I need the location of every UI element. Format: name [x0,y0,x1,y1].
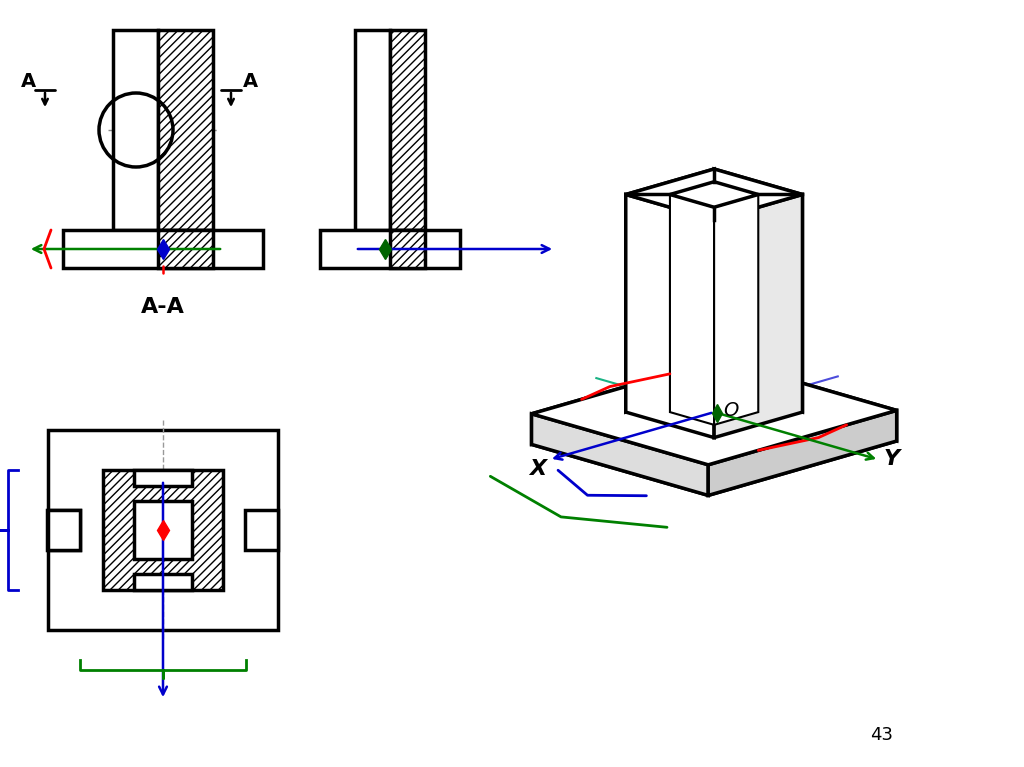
Polygon shape [626,195,714,438]
Polygon shape [626,169,803,220]
Polygon shape [531,390,897,495]
Bar [158,230,213,268]
Bar [113,30,158,230]
Text: X: X [529,459,547,479]
Bar [390,230,425,268]
Text: A-A: A-A [141,297,185,317]
Bar [319,230,460,268]
Text: Y: Y [884,449,900,469]
Bar [134,470,193,486]
Text: A: A [22,72,36,91]
Polygon shape [714,195,759,425]
Text: O: O [723,401,738,420]
Polygon shape [531,360,897,465]
Text: A: A [243,72,258,91]
Polygon shape [670,182,759,207]
Polygon shape [714,169,803,412]
Polygon shape [709,410,897,495]
Polygon shape [670,195,714,425]
Polygon shape [626,169,714,412]
Bar [47,510,80,550]
Bar [390,30,425,230]
Bar [134,501,193,559]
Bar [134,574,193,590]
Bar [103,470,223,590]
Polygon shape [531,360,720,444]
Text: 43: 43 [870,726,893,744]
Polygon shape [714,195,803,438]
Bar [158,30,213,230]
Bar [245,510,278,550]
Bar [48,510,80,550]
Bar [63,230,263,268]
Bar [48,430,278,630]
Bar [355,30,390,230]
Polygon shape [531,414,709,495]
Polygon shape [720,360,897,441]
